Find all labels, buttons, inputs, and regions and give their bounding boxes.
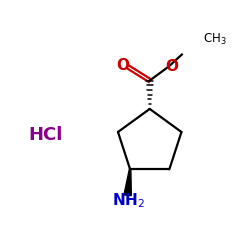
Text: HCl: HCl: [29, 126, 63, 144]
Text: O: O: [116, 58, 129, 74]
Text: NH$_2$: NH$_2$: [112, 191, 145, 210]
Polygon shape: [124, 169, 131, 196]
Text: O: O: [166, 59, 179, 74]
Text: CH$_3$: CH$_3$: [203, 32, 226, 47]
